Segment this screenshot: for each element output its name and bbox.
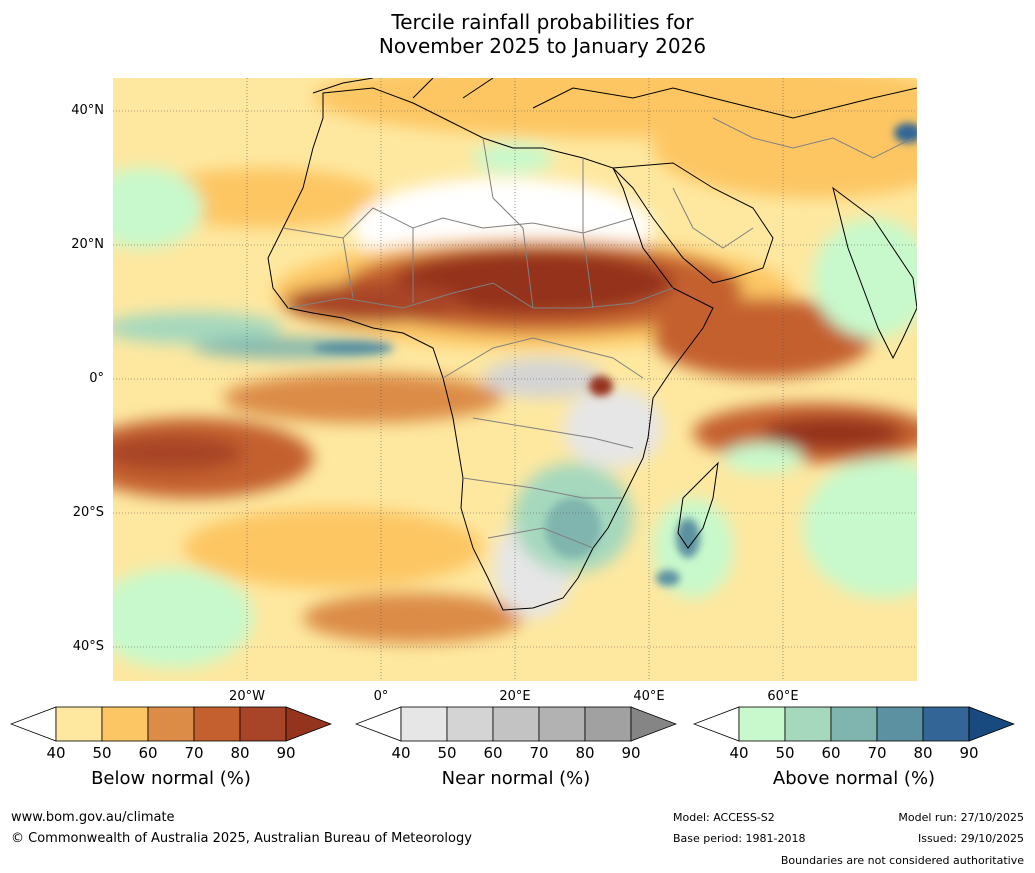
title-line-1: Tercile rainfall probabilities for bbox=[391, 10, 694, 34]
colorbar-extend-high bbox=[968, 706, 1016, 742]
below-normal-colorbar-svg bbox=[9, 706, 333, 742]
colorbar-segment bbox=[830, 706, 878, 742]
copyright-text: © Commonwealth of Australia 2025, Austra… bbox=[11, 831, 472, 846]
below-tick-80: 80 bbox=[230, 744, 250, 762]
map-title: Tercile rainfall probabilities for Novem… bbox=[0, 10, 1035, 58]
map-svg bbox=[113, 78, 917, 681]
near-normal-label: Near normal (%) bbox=[441, 768, 591, 789]
colorbar-segment bbox=[101, 706, 149, 742]
colorbar-segment bbox=[538, 706, 586, 742]
lat-label-40s: 40°S bbox=[72, 639, 104, 654]
country-borders bbox=[282, 117, 914, 549]
africa-coastline bbox=[267, 87, 714, 611]
above-tick-60: 60 bbox=[821, 744, 841, 762]
colorbar-segment bbox=[584, 706, 632, 742]
lon-label-60e: 60°E bbox=[767, 689, 799, 704]
colorbar-extend-low bbox=[692, 706, 740, 742]
colorbar-segment bbox=[738, 706, 786, 742]
website-link[interactable]: www.bom.gov.au/climate bbox=[11, 810, 175, 825]
lon-label-40e: 40°E bbox=[633, 689, 665, 704]
india-outline bbox=[832, 186, 917, 360]
base-period-text: Base period: 1981-2018 bbox=[673, 832, 806, 845]
near-tick-80: 80 bbox=[575, 744, 595, 762]
model-text: Model: ACCESS-S2 bbox=[673, 811, 775, 824]
colorbar-extend-high bbox=[630, 706, 678, 742]
colorbar-segment bbox=[193, 706, 241, 742]
colorbar-segment bbox=[239, 706, 287, 742]
model-run-text: Model run: 27/10/2025 bbox=[898, 811, 1024, 824]
below-normal-colorbar bbox=[9, 706, 333, 742]
above-tick-70: 70 bbox=[867, 744, 887, 762]
lat-label-0: 0° bbox=[89, 371, 104, 386]
arabia-outline bbox=[611, 162, 774, 284]
above-tick-50: 50 bbox=[775, 744, 795, 762]
above-tick-80: 80 bbox=[913, 744, 933, 762]
above-normal-colorbar bbox=[692, 706, 1016, 742]
colorbar-segment bbox=[147, 706, 195, 742]
above-normal-colorbar-svg bbox=[692, 706, 1016, 742]
issued-text: Issued: 29/10/2025 bbox=[917, 832, 1024, 845]
probability-fields bbox=[113, 78, 917, 668]
colorbar-segment bbox=[55, 706, 103, 742]
colorbar-extend-low bbox=[9, 706, 57, 742]
lat-label-20n: 20°N bbox=[71, 237, 104, 252]
below-tick-70: 70 bbox=[184, 744, 204, 762]
disclaimer-text: Boundaries are not considered authoritat… bbox=[780, 854, 1024, 867]
lat-label-20s: 20°S bbox=[72, 505, 104, 520]
near-normal-colorbar bbox=[354, 706, 678, 742]
near-tick-60: 60 bbox=[483, 744, 503, 762]
lon-label-20e: 20°E bbox=[499, 689, 531, 704]
colorbar-segment bbox=[876, 706, 924, 742]
below-tick-90: 90 bbox=[276, 744, 296, 762]
near-tick-90: 90 bbox=[621, 744, 641, 762]
below-tick-50: 50 bbox=[92, 744, 112, 762]
colorbar-extend-low bbox=[354, 706, 402, 742]
lon-label-0: 0° bbox=[373, 689, 389, 704]
near-tick-50: 50 bbox=[437, 744, 457, 762]
colorbar-segment bbox=[492, 706, 540, 742]
colorbar-segment bbox=[400, 706, 448, 742]
colorbar-segment bbox=[922, 706, 970, 742]
above-tick-40: 40 bbox=[729, 744, 749, 762]
near-normal-colorbar-svg bbox=[354, 706, 678, 742]
colorbar-segment bbox=[784, 706, 832, 742]
above-tick-90: 90 bbox=[959, 744, 979, 762]
below-tick-60: 60 bbox=[138, 744, 158, 762]
colorbar-extend-high bbox=[285, 706, 333, 742]
graticule bbox=[113, 78, 917, 681]
lon-label-20w: 20°W bbox=[229, 689, 265, 704]
lat-label-40n: 40°N bbox=[71, 103, 104, 118]
title-line-2: November 2025 to January 2026 bbox=[378, 34, 707, 58]
madagascar-outline bbox=[677, 461, 719, 549]
rainfall-map bbox=[113, 78, 917, 681]
near-tick-70: 70 bbox=[529, 744, 549, 762]
colorbar-segment bbox=[446, 706, 494, 742]
below-tick-40: 40 bbox=[46, 744, 66, 762]
europe-outline bbox=[312, 78, 917, 119]
above-normal-label: Above normal (%) bbox=[772, 768, 936, 789]
below-normal-label: Below normal (%) bbox=[91, 768, 251, 789]
near-tick-40: 40 bbox=[391, 744, 411, 762]
